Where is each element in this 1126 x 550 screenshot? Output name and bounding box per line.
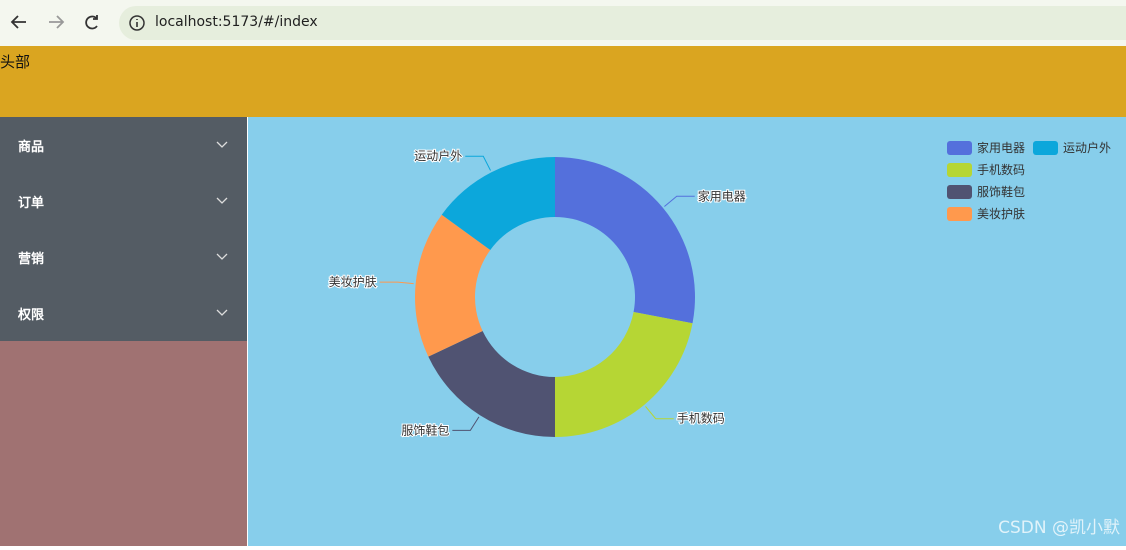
menu-label: 营销 [18,252,45,267]
browser-bar: localhost:5173/#/index [0,0,1126,46]
slice-label: 手机数码 [677,411,725,426]
chevron [216,253,228,260]
slice [555,311,693,437]
slice-label: 家用电器 [698,188,746,203]
url-text: localhost:5173/#/index [155,14,318,30]
menu-item[interactable]: 权限 [0,285,247,341]
slice [555,157,695,324]
leader-line [379,281,414,285]
leader-line [645,406,674,420]
watermark: CSDN @凯小默 [998,518,1120,538]
legend-swatch [947,207,972,221]
legend-label: 服饰鞋包 [977,184,1025,199]
legend-label: 手机数码 [977,162,1025,177]
menu-label: 订单 [18,196,45,211]
menu-item[interactable]: 营销 [0,229,247,285]
legend-label: 美妆护肤 [977,206,1025,221]
legend-swatch [1033,141,1058,155]
slice-label: 美妆护肤 [329,274,377,289]
leader-line [465,155,491,171]
sidebar: 商品 订单 营销 权限 [0,117,247,546]
reload-button[interactable] [85,15,98,30]
legend-swatch [947,163,972,177]
slice-label: 运动户外 [414,148,462,163]
legend-swatch [947,185,972,199]
slice [441,157,555,250]
menu-item[interactable]: 商品 [0,117,247,173]
forward-button[interactable] [49,15,65,29]
leader-line [664,195,695,207]
menu: 商品 订单 营销 权限 [0,117,247,341]
legend-swatch [947,141,972,155]
menu-label: 权限 [18,308,45,323]
main: 家用电器 手机数码 服饰鞋包 美妆护肤 运动户外 家用电器 手机数码 服饰鞋包 美妆护肤 运动户外… [248,117,1126,546]
slice-label: 服饰鞋包 [401,422,449,437]
menu-item[interactable]: 订单 [0,173,247,229]
menu-label: 商品 [18,140,45,155]
leader-line [452,416,480,431]
nav-buttons [10,15,98,30]
info-icon [129,15,145,31]
legend-label: 运动户外 [1063,140,1111,155]
slice [428,331,555,437]
chevron [216,141,228,148]
header-title: 头部 [0,53,31,71]
address-bar[interactable]: localhost:5173/#/index [119,6,1126,40]
slice [415,214,491,357]
chevron [216,309,228,316]
back-button[interactable] [10,15,26,29]
header: 头部 [0,46,1126,117]
chevron [216,197,228,204]
legend-label: 家用电器 [977,140,1025,155]
